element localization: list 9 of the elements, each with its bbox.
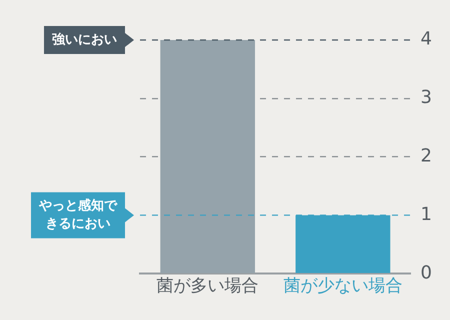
x-tick-label: 菌が少ない場合 <box>283 276 402 296</box>
ref-line-label: やっと感知できるにおい <box>38 198 118 232</box>
y-tick-label: 1 <box>420 204 432 225</box>
y-tick-label: 0 <box>420 262 432 284</box>
ref-line-label: 強いにおい <box>52 31 117 48</box>
y-tick-label: 2 <box>420 145 432 166</box>
y-tick-label: 3 <box>420 87 432 108</box>
x-tick-label: 菌が多い場合 <box>156 276 259 296</box>
y-tick-label: 4 <box>420 28 432 50</box>
